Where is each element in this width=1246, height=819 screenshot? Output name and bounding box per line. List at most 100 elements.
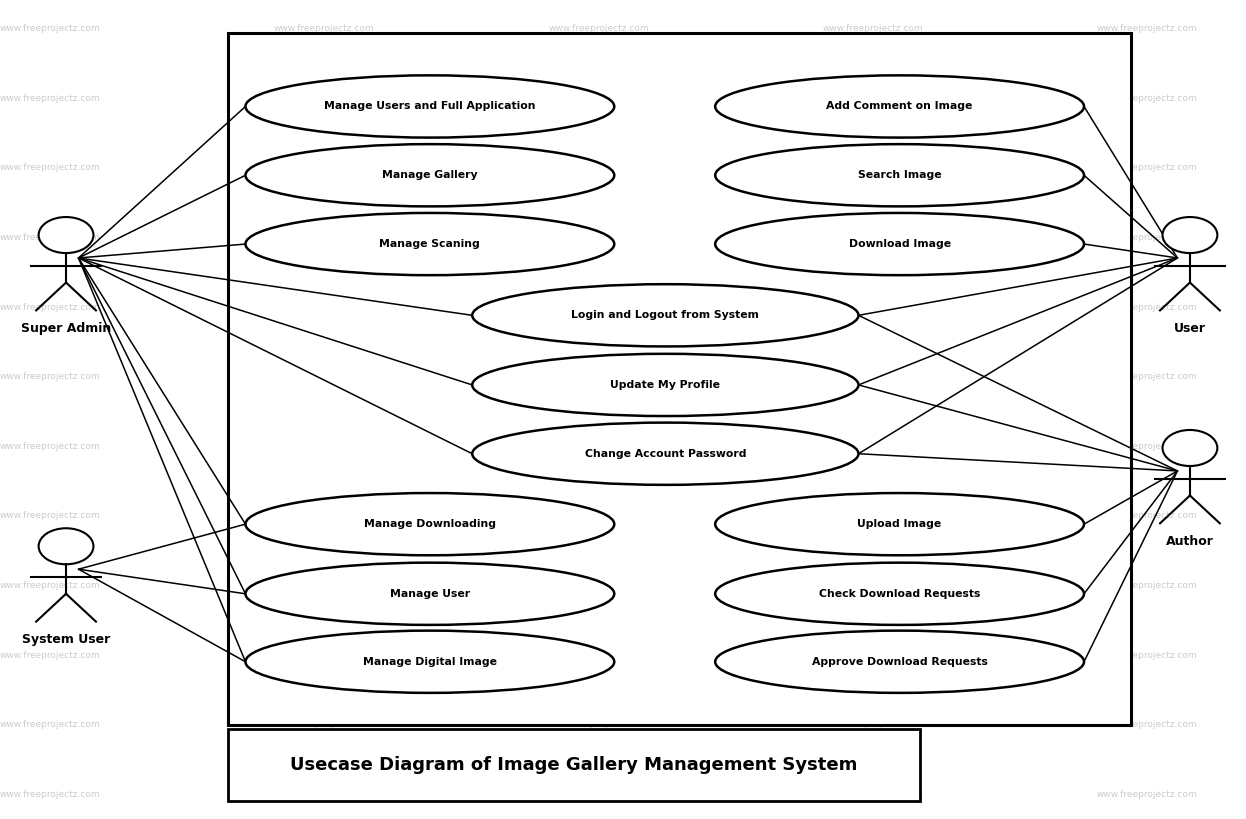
Ellipse shape [715, 493, 1084, 555]
Text: Author: Author [1166, 535, 1214, 548]
Text: www.freeprojectz.com: www.freeprojectz.com [1096, 512, 1197, 520]
Text: Manage User: Manage User [390, 589, 470, 599]
Text: www.freeprojectz.com: www.freeprojectz.com [274, 442, 375, 450]
Text: Login and Logout from System: Login and Logout from System [572, 310, 759, 320]
Text: www.freeprojectz.com: www.freeprojectz.com [274, 373, 375, 381]
Text: www.freeprojectz.com: www.freeprojectz.com [274, 790, 375, 799]
Text: www.freeprojectz.com: www.freeprojectz.com [274, 721, 375, 729]
Text: www.freeprojectz.com: www.freeprojectz.com [822, 512, 923, 520]
Text: Approve Download Requests: Approve Download Requests [811, 657, 988, 667]
Text: www.freeprojectz.com: www.freeprojectz.com [1096, 581, 1197, 590]
Ellipse shape [245, 213, 614, 275]
Text: www.freeprojectz.com: www.freeprojectz.com [822, 721, 923, 729]
Ellipse shape [245, 631, 614, 693]
Text: www.freeprojectz.com: www.freeprojectz.com [822, 373, 923, 381]
Text: Manage Scaning: Manage Scaning [380, 239, 480, 249]
Text: www.freeprojectz.com: www.freeprojectz.com [274, 164, 375, 172]
Text: www.freeprojectz.com: www.freeprojectz.com [822, 164, 923, 172]
Text: www.freeprojectz.com: www.freeprojectz.com [822, 651, 923, 659]
Text: www.freeprojectz.com: www.freeprojectz.com [0, 721, 101, 729]
Text: www.freeprojectz.com: www.freeprojectz.com [1096, 790, 1197, 799]
Text: www.freeprojectz.com: www.freeprojectz.com [822, 233, 923, 242]
Text: www.freeprojectz.com: www.freeprojectz.com [274, 25, 375, 33]
Text: www.freeprojectz.com: www.freeprojectz.com [822, 25, 923, 33]
Text: www.freeprojectz.com: www.freeprojectz.com [1096, 233, 1197, 242]
Text: www.freeprojectz.com: www.freeprojectz.com [0, 164, 101, 172]
Circle shape [39, 528, 93, 564]
Text: www.freeprojectz.com: www.freeprojectz.com [548, 164, 649, 172]
Text: User: User [1174, 322, 1206, 335]
Text: www.freeprojectz.com: www.freeprojectz.com [274, 581, 375, 590]
Circle shape [1163, 430, 1217, 466]
Ellipse shape [715, 563, 1084, 625]
Text: www.freeprojectz.com: www.freeprojectz.com [548, 442, 649, 450]
Text: www.freeprojectz.com: www.freeprojectz.com [822, 94, 923, 102]
Text: Update My Profile: Update My Profile [611, 380, 720, 390]
Ellipse shape [715, 75, 1084, 138]
Text: Manage Gallery: Manage Gallery [383, 170, 477, 180]
Ellipse shape [715, 144, 1084, 206]
Ellipse shape [715, 213, 1084, 275]
Text: Change Account Password: Change Account Password [584, 449, 746, 459]
Circle shape [1163, 217, 1217, 253]
Text: www.freeprojectz.com: www.freeprojectz.com [548, 233, 649, 242]
Ellipse shape [245, 563, 614, 625]
Text: Usecase Diagram of Image Gallery Management System: Usecase Diagram of Image Gallery Managem… [290, 756, 857, 774]
Text: Manage Users and Full Application: Manage Users and Full Application [324, 102, 536, 111]
Text: www.freeprojectz.com: www.freeprojectz.com [0, 25, 101, 33]
Text: www.freeprojectz.com: www.freeprojectz.com [0, 94, 101, 102]
Circle shape [39, 217, 93, 253]
Text: www.freeprojectz.com: www.freeprojectz.com [274, 94, 375, 102]
Text: www.freeprojectz.com: www.freeprojectz.com [0, 373, 101, 381]
Ellipse shape [472, 354, 858, 416]
Text: www.freeprojectz.com: www.freeprojectz.com [548, 651, 649, 659]
Text: www.freeprojectz.com: www.freeprojectz.com [1096, 94, 1197, 102]
Text: www.freeprojectz.com: www.freeprojectz.com [0, 790, 101, 799]
Text: www.freeprojectz.com: www.freeprojectz.com [274, 303, 375, 311]
Text: www.freeprojectz.com: www.freeprojectz.com [1096, 25, 1197, 33]
Text: www.freeprojectz.com: www.freeprojectz.com [1096, 303, 1197, 311]
Text: Add Comment on Image: Add Comment on Image [826, 102, 973, 111]
Text: www.freeprojectz.com: www.freeprojectz.com [0, 512, 101, 520]
Ellipse shape [245, 75, 614, 138]
Text: www.freeprojectz.com: www.freeprojectz.com [548, 721, 649, 729]
Text: www.freeprojectz.com: www.freeprojectz.com [548, 303, 649, 311]
Text: www.freeprojectz.com: www.freeprojectz.com [0, 233, 101, 242]
Text: www.freeprojectz.com: www.freeprojectz.com [822, 303, 923, 311]
Text: www.freeprojectz.com: www.freeprojectz.com [822, 581, 923, 590]
Text: www.freeprojectz.com: www.freeprojectz.com [548, 581, 649, 590]
Text: www.freeprojectz.com: www.freeprojectz.com [274, 651, 375, 659]
Text: www.freeprojectz.com: www.freeprojectz.com [0, 442, 101, 450]
Text: www.freeprojectz.com: www.freeprojectz.com [548, 373, 649, 381]
Text: www.freeprojectz.com: www.freeprojectz.com [1096, 651, 1197, 659]
Text: www.freeprojectz.com: www.freeprojectz.com [0, 303, 101, 311]
Text: www.freeprojectz.com: www.freeprojectz.com [548, 790, 649, 799]
Ellipse shape [715, 631, 1084, 693]
Text: www.freeprojectz.com: www.freeprojectz.com [822, 790, 923, 799]
Ellipse shape [472, 284, 858, 346]
Text: www.freeprojectz.com: www.freeprojectz.com [548, 25, 649, 33]
Bar [228, 33, 1131, 725]
Text: www.freeprojectz.com: www.freeprojectz.com [822, 442, 923, 450]
Bar [228, 729, 920, 801]
Text: Search Image: Search Image [857, 170, 942, 180]
Text: www.freeprojectz.com: www.freeprojectz.com [548, 94, 649, 102]
Ellipse shape [472, 423, 858, 485]
Text: www.freeprojectz.com: www.freeprojectz.com [0, 651, 101, 659]
Text: www.freeprojectz.com: www.freeprojectz.com [274, 512, 375, 520]
Text: www.freeprojectz.com: www.freeprojectz.com [1096, 164, 1197, 172]
Text: Upload Image: Upload Image [857, 519, 942, 529]
Text: www.freeprojectz.com: www.freeprojectz.com [1096, 721, 1197, 729]
Text: www.freeprojectz.com: www.freeprojectz.com [274, 233, 375, 242]
Text: www.freeprojectz.com: www.freeprojectz.com [0, 581, 101, 590]
Text: Super Admin: Super Admin [21, 322, 111, 335]
Text: System User: System User [22, 633, 110, 646]
Text: Download Image: Download Image [849, 239, 951, 249]
Text: www.freeprojectz.com: www.freeprojectz.com [1096, 373, 1197, 381]
Text: www.freeprojectz.com: www.freeprojectz.com [1096, 442, 1197, 450]
Ellipse shape [245, 493, 614, 555]
Text: Check Download Requests: Check Download Requests [819, 589, 981, 599]
Text: www.freeprojectz.com: www.freeprojectz.com [548, 512, 649, 520]
Text: Manage Digital Image: Manage Digital Image [363, 657, 497, 667]
Text: Manage Downloading: Manage Downloading [364, 519, 496, 529]
